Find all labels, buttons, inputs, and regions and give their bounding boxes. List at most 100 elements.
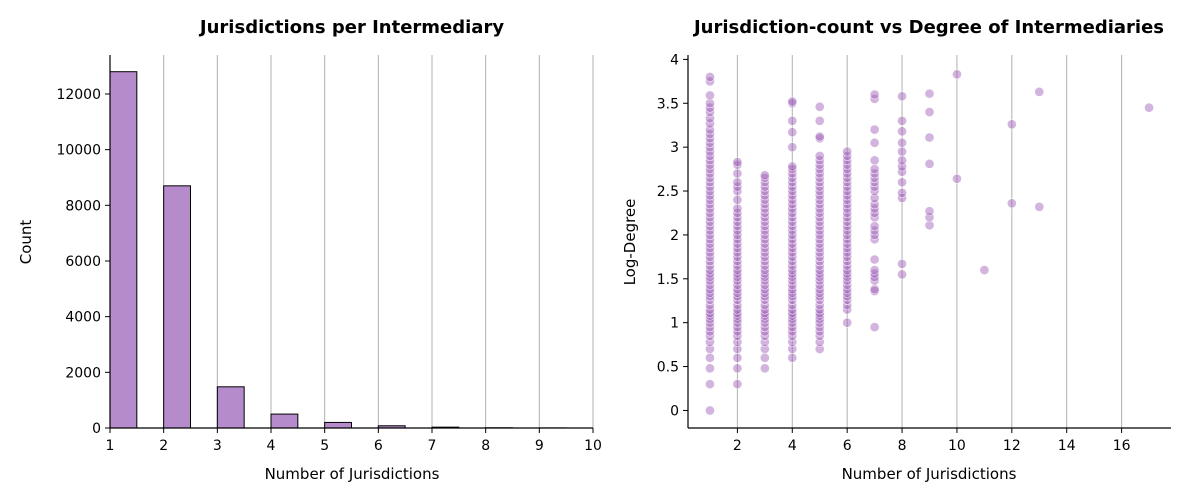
- histogram-x-tick-label: 5: [320, 438, 329, 454]
- scatter-point: [842, 287, 853, 298]
- scatter-point: [842, 275, 853, 286]
- scatter-point: [814, 275, 825, 286]
- scatter-point: [705, 98, 715, 109]
- scatter-point: [814, 268, 825, 279]
- histogram-bar: [216, 386, 245, 429]
- scatter-point: [732, 275, 743, 286]
- scatter-point: [705, 272, 715, 282]
- scatter-point: [814, 308, 825, 318]
- scatter-point: [732, 194, 743, 205]
- scatter-x-tick-label: 10: [948, 438, 966, 454]
- histogram-axes: [109, 55, 593, 429]
- scatter-point: [787, 127, 798, 138]
- scatter-point: [869, 221, 880, 232]
- scatter-x-tick-label: 8: [898, 438, 907, 454]
- scatter-point: [759, 272, 770, 282]
- scatter-point: [869, 268, 880, 279]
- scatter-point: [759, 170, 770, 181]
- scatter-point: [732, 203, 743, 214]
- scatter-point: [897, 258, 907, 269]
- scatter-point: [869, 155, 880, 166]
- histogram-y-tick-label: 4000: [65, 310, 101, 326]
- scatter-y-tick-label: 0.5: [657, 360, 679, 376]
- scatter-point: [732, 168, 743, 179]
- scatter-point: [759, 172, 770, 183]
- scatter-point: [759, 352, 770, 363]
- scatter-point: [732, 352, 743, 363]
- scatter-point: [787, 287, 798, 298]
- scatter-point: [787, 291, 798, 302]
- histogram-gridlines: [109, 55, 594, 428]
- scatter-point: [705, 300, 715, 311]
- scatter-point: [869, 265, 880, 275]
- scatter-point: [897, 126, 907, 137]
- histogram-y-tick-label: 0: [92, 421, 101, 437]
- histogram-x-tick-label: 2: [159, 438, 168, 454]
- scatter-point: [705, 405, 715, 416]
- histogram-title: Jurisdictions per Intermediary: [198, 17, 504, 38]
- scatter-point: [759, 344, 770, 354]
- scatter-point: [705, 118, 715, 129]
- scatter-point: [759, 300, 770, 311]
- scatter-point: [952, 173, 962, 184]
- scatter-point: [897, 115, 907, 126]
- scatter-y-tick-label: 0: [670, 403, 679, 419]
- scatter-point: [759, 291, 770, 302]
- scatter-point: [732, 308, 743, 318]
- scatter-point: [814, 272, 825, 282]
- scatter-point: [869, 89, 880, 100]
- scatter-point: [705, 268, 715, 279]
- scatter-point: [814, 115, 825, 126]
- histogram-y-tick-label: 6000: [65, 254, 101, 270]
- scatter-title: Jurisdiction-count vs Degree of Intermed…: [692, 17, 1164, 38]
- scatter-point: [842, 146, 853, 157]
- histogram-x-tick-label: 7: [428, 438, 437, 454]
- scatter-point: [705, 317, 715, 328]
- scatter-point: [1144, 102, 1154, 113]
- scatter-point: [787, 294, 798, 305]
- scatter-gridlines: [736, 55, 1123, 428]
- scatter-point: [869, 284, 880, 295]
- scatter-point: [787, 268, 798, 279]
- scatter-point: [814, 291, 825, 302]
- scatter-point: [732, 157, 743, 167]
- scatter-point: [924, 132, 935, 143]
- scatter-point: [842, 294, 853, 305]
- scatter-point: [759, 294, 770, 305]
- scatter-point: [924, 88, 935, 99]
- scatter-point: [705, 291, 715, 302]
- scatter-x-tick-label: 12: [1003, 438, 1021, 454]
- scatter-point: [732, 291, 743, 302]
- scatter-point: [924, 107, 935, 117]
- scatter-point: [732, 159, 743, 170]
- scatter-point: [705, 90, 715, 101]
- scatter-point: [787, 142, 798, 153]
- scatter-point: [787, 308, 798, 318]
- scatter-point: [897, 187, 907, 198]
- scatter-point: [814, 294, 825, 305]
- scatter-point: [869, 254, 880, 265]
- scatter-x-tick-label: 6: [843, 438, 852, 454]
- scatter-y-tick-label: 2: [670, 228, 679, 244]
- scatter-point: [787, 96, 798, 107]
- scatter-point: [924, 220, 935, 231]
- histogram-y-axis-label: Count: [17, 220, 35, 265]
- scatter-point: [787, 317, 798, 328]
- scatter-point: [814, 131, 825, 142]
- scatter-point: [732, 344, 743, 354]
- scatter-y-tick-label: 2.5: [657, 184, 679, 200]
- scatter-points: [705, 69, 1154, 416]
- histogram-x-tick-label: 4: [267, 438, 276, 454]
- scatter-point: [1034, 201, 1045, 212]
- scatter-point: [705, 308, 715, 318]
- scatter-chart: 2 4 6 8 10 12 14 16 0 0.5 1 1.5 2 2.5 3 3.5 4 Jurisdict…: [621, 17, 1171, 483]
- scatter-point: [842, 272, 853, 282]
- scatter-point: [897, 193, 907, 203]
- scatter-point: [1006, 198, 1017, 209]
- scatter-y-tick-label: 1: [670, 316, 679, 332]
- scatter-y-tick-label: 3: [670, 140, 679, 156]
- scatter-point: [759, 287, 770, 298]
- scatter-point: [759, 317, 770, 328]
- histogram-bar: [109, 71, 138, 429]
- scatter-point: [897, 155, 907, 166]
